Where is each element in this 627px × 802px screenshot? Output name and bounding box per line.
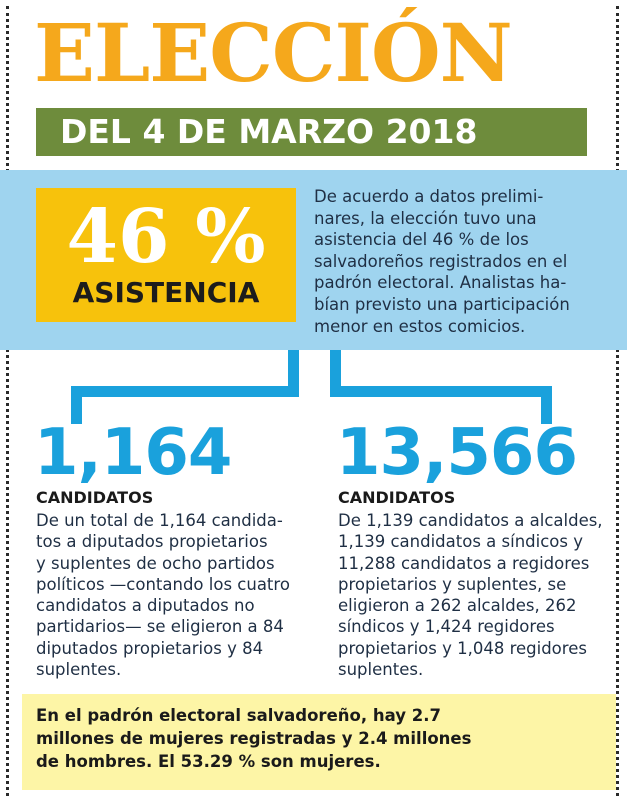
connector-right-vertical [330,350,341,394]
text-line: políticos —contando los cuatro [36,574,290,594]
right-dotted-border [616,6,619,796]
text-line: En el padrón electoral salvadoreño, hay … [36,706,441,725]
connector-right-drop [541,386,552,424]
text-line: bían previsto una participación [314,294,570,314]
text-line: propietarios y 1,048 regidores [338,638,587,658]
text-line: millones de mujeres registradas y 2.4 mi… [36,729,472,748]
text-line: De un total de 1,164 candida- [36,511,283,530]
text-line: asistencia del 46 % de los [314,230,529,250]
text-line: nares, la elección tuvo una [314,208,537,228]
footer-note: En el padrón electoral salvadoreño, hay … [22,694,616,790]
text-line: De 1,139 candidatos a alcaldes, [338,511,603,530]
connector-left-horizontal [71,386,299,397]
text-line: De acuerdo a datos prelimi- [314,187,544,206]
stat-number-municipal: 13,566 [336,416,578,490]
connector-left-vertical [288,350,299,394]
text-line: suplentes. [36,660,122,680]
text-line: menor en estos comicios. [314,316,526,336]
turnout-label: ASISTENCIA [72,276,260,309]
turnout-box: 46 % ASISTENCIA [36,188,296,322]
page-title: ELECCIÓN [34,6,513,100]
stat-number-diputados: 1,164 [34,416,232,490]
text-line: padrón electoral. Analistas ha- [314,273,567,293]
text-line: propietarios y suplentes, se [338,574,567,594]
text-line: partidarios— se eligieron a 84 [36,617,284,637]
text-line: 1,139 candidatos a síndicos y [338,532,583,552]
stat-label-diputados: CANDIDATOS [36,488,154,507]
date-text: DEL 4 DE MARZO 2018 [60,112,478,151]
text-line: eligieron a 262 alcaldes, 262 [338,596,577,616]
text-line: síndicos y 1,424 regidores [338,617,555,637]
date-banner: DEL 4 DE MARZO 2018 [36,108,587,156]
stat-label-municipal: CANDIDATOS [338,488,456,507]
text-line: salvadoreños registrados en el [314,251,568,271]
text-line: suplentes. [338,660,424,680]
connector-right-horizontal [330,386,552,397]
text-line: tos a diputados propietarios [36,532,268,552]
text-line: 11,288 candidatos a regidores [338,553,590,573]
stat-description-diputados: De un total de 1,164 candida- tos a dipu… [36,510,290,680]
stat-description-municipal: De 1,139 candidatos a alcaldes, 1,139 ca… [338,510,603,680]
turnout-description: De acuerdo a datos prelimi- nares, la el… [314,186,594,337]
footer-text: En el padrón electoral salvadoreño, hay … [36,704,471,773]
text-line: diputados propietarios y 84 [36,638,264,658]
connector-left-drop [71,386,82,424]
text-line: y suplentes de ocho partidos [36,553,275,573]
left-dotted-border [6,6,9,796]
text-line: de hombres. El 53.29 % son mujeres. [36,752,381,771]
turnout-percent: 46 % [66,194,266,280]
text-line: candidatos a diputados no [36,596,255,616]
